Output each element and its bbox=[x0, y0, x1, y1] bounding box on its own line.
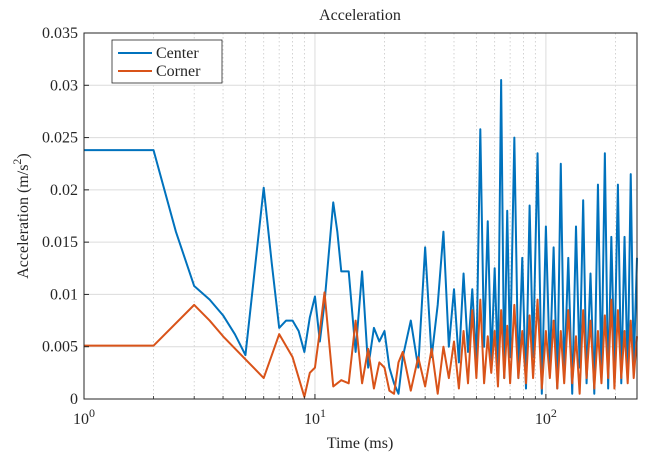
legend-label: Corner bbox=[156, 63, 201, 80]
y-axis-label: Acceleration (m/s2) bbox=[10, 153, 32, 279]
x-tick-exponent: 2 bbox=[551, 406, 557, 420]
y-tick-label: 0.02 bbox=[50, 182, 78, 199]
x-tick-label: 100 bbox=[73, 406, 95, 428]
plot-lines bbox=[84, 79, 638, 398]
x-tick-label: 102 bbox=[535, 406, 557, 428]
x-tick-exponent: 0 bbox=[89, 406, 95, 420]
legend-box bbox=[111, 39, 223, 84]
y-tick-label: 0.005 bbox=[42, 339, 78, 356]
y-tick-label: 0.015 bbox=[42, 234, 78, 251]
legend-label: Center bbox=[156, 45, 199, 62]
x-tick-label: 101 bbox=[304, 406, 326, 428]
x-tick-exponent: 1 bbox=[320, 406, 326, 420]
y-axis-label-text: Acceleration (m/s bbox=[15, 165, 32, 279]
y-axis-label-end: ) bbox=[15, 153, 32, 158]
plot-frame bbox=[83, 32, 638, 400]
y-tick-label: 0.03 bbox=[50, 77, 78, 94]
y-tick-label: 0.025 bbox=[42, 130, 78, 147]
y-tick-label: 0.01 bbox=[50, 286, 78, 303]
y-tick-label: 0 bbox=[70, 391, 78, 408]
x-axis-label: Time (ms) bbox=[327, 435, 394, 452]
chart-title: Acceleration bbox=[319, 7, 401, 24]
series-line bbox=[84, 291, 638, 398]
x-tick-base: 10 bbox=[73, 411, 89, 428]
y-axis-label-sup: 2 bbox=[10, 159, 24, 165]
y-tick-label: 0.035 bbox=[42, 25, 78, 42]
x-tick-base: 10 bbox=[535, 411, 551, 428]
axes: 100 101 10200.0050.010.0150.020.0250.030.0… bbox=[42, 25, 638, 428]
x-tick-base: 10 bbox=[304, 411, 320, 428]
